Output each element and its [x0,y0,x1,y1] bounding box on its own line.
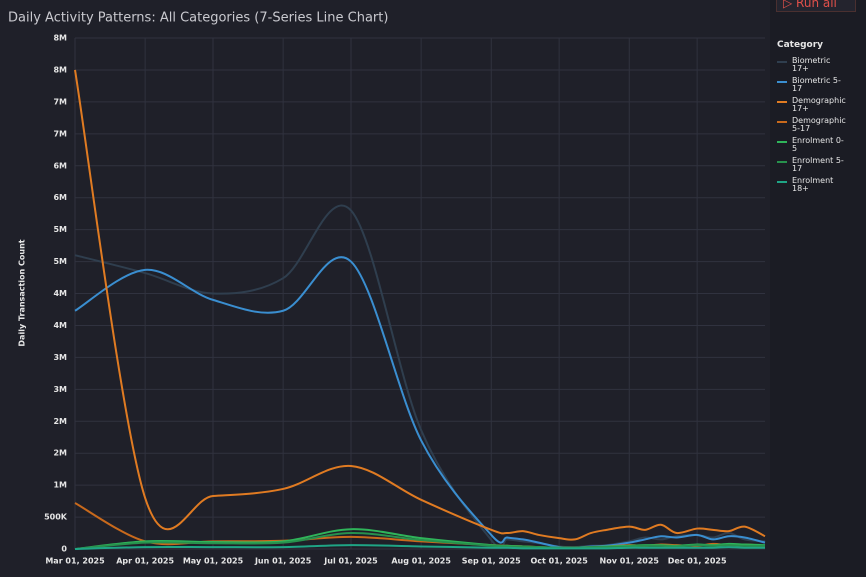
series-line [74,544,766,550]
x-tick-label: Jul 01, 2025 [323,557,378,566]
legend-swatch [777,101,787,103]
y-tick-label: 2M [53,417,67,426]
x-tick-label: Aug 01, 2025 [391,557,451,566]
legend-item[interactable]: Demographic 5-17 [777,117,857,133]
x-tick-label: Apr 01, 2025 [116,557,174,566]
y-tick-label: 4M [53,321,67,330]
y-tick-label: 8M [53,65,67,74]
y-tick-label: 0 [61,545,67,554]
y-tick-label: 7M [53,129,67,138]
legend-item[interactable]: Enrolment 0-5 [777,137,857,153]
legend: Category Biometric 17+ Biometric 5-17 Demo… [777,40,857,197]
y-axis-label: Daily Transaction Count [18,239,27,346]
x-tick-label: May 01, 2025 [183,557,244,566]
chart-title: Daily Activity Patterns: All Categories … [8,11,388,26]
y-tick-label: 7M [53,97,67,106]
x-tick-label: Mar 01, 2025 [45,557,105,566]
legend-label: Biometric 17+ [792,56,831,73]
legend-label: Enrolment 0-5 [792,136,844,153]
series-line [74,69,766,541]
legend-item[interactable]: Biometric 5-17 [777,77,857,93]
legend-swatch [777,161,787,163]
x-tick-label: Sep 01, 2025 [462,557,521,566]
legend-swatch [777,181,787,183]
y-tick-label: 6M [53,161,67,170]
legend-item[interactable]: Biometric 17+ [777,57,857,73]
legend-item[interactable]: Enrolment 18+ [777,177,857,193]
x-tick-label: Oct 01, 2025 [530,557,588,566]
legend-item[interactable]: Enrolment 5-17 [777,157,857,173]
legend-item[interactable]: Demographic 17+ [777,97,857,113]
y-tick-label: 3M [53,385,67,394]
legend-label: Biometric 5-17 [792,76,841,93]
legend-label: Demographic 17+ [792,96,846,113]
y-tick-label: 3M [53,353,67,362]
legend-swatch [777,121,787,123]
y-tick-label: 2M [53,449,67,458]
y-tick-label: 1M [53,481,67,490]
y-tick-label: 6M [53,193,67,202]
y-tick-label: 8M [53,34,67,43]
legend-swatch [777,141,787,143]
y-tick-label: 500K [44,513,68,522]
legend-label: Enrolment 5-17 [792,156,844,173]
x-tick-label: Nov 01, 2025 [600,557,660,566]
run-all-button[interactable]: ▷ Run all [776,0,856,12]
legend-swatch [777,61,787,63]
y-tick-label: 5M [53,257,67,266]
y-tick-label: 5M [53,225,67,234]
legend-swatch [777,81,787,83]
x-tick-label: Jun 01, 2025 [254,557,312,566]
side-panel [770,0,866,577]
y-tick-label: 4M [53,289,67,298]
x-tick-label: Dec 01, 2025 [668,557,727,566]
button-label[interactable]: Run all [796,0,837,10]
legend-label: Enrolment 18+ [792,176,834,193]
legend-label: Demographic 5-17 [792,116,846,133]
legend-title: Category [777,40,824,50]
